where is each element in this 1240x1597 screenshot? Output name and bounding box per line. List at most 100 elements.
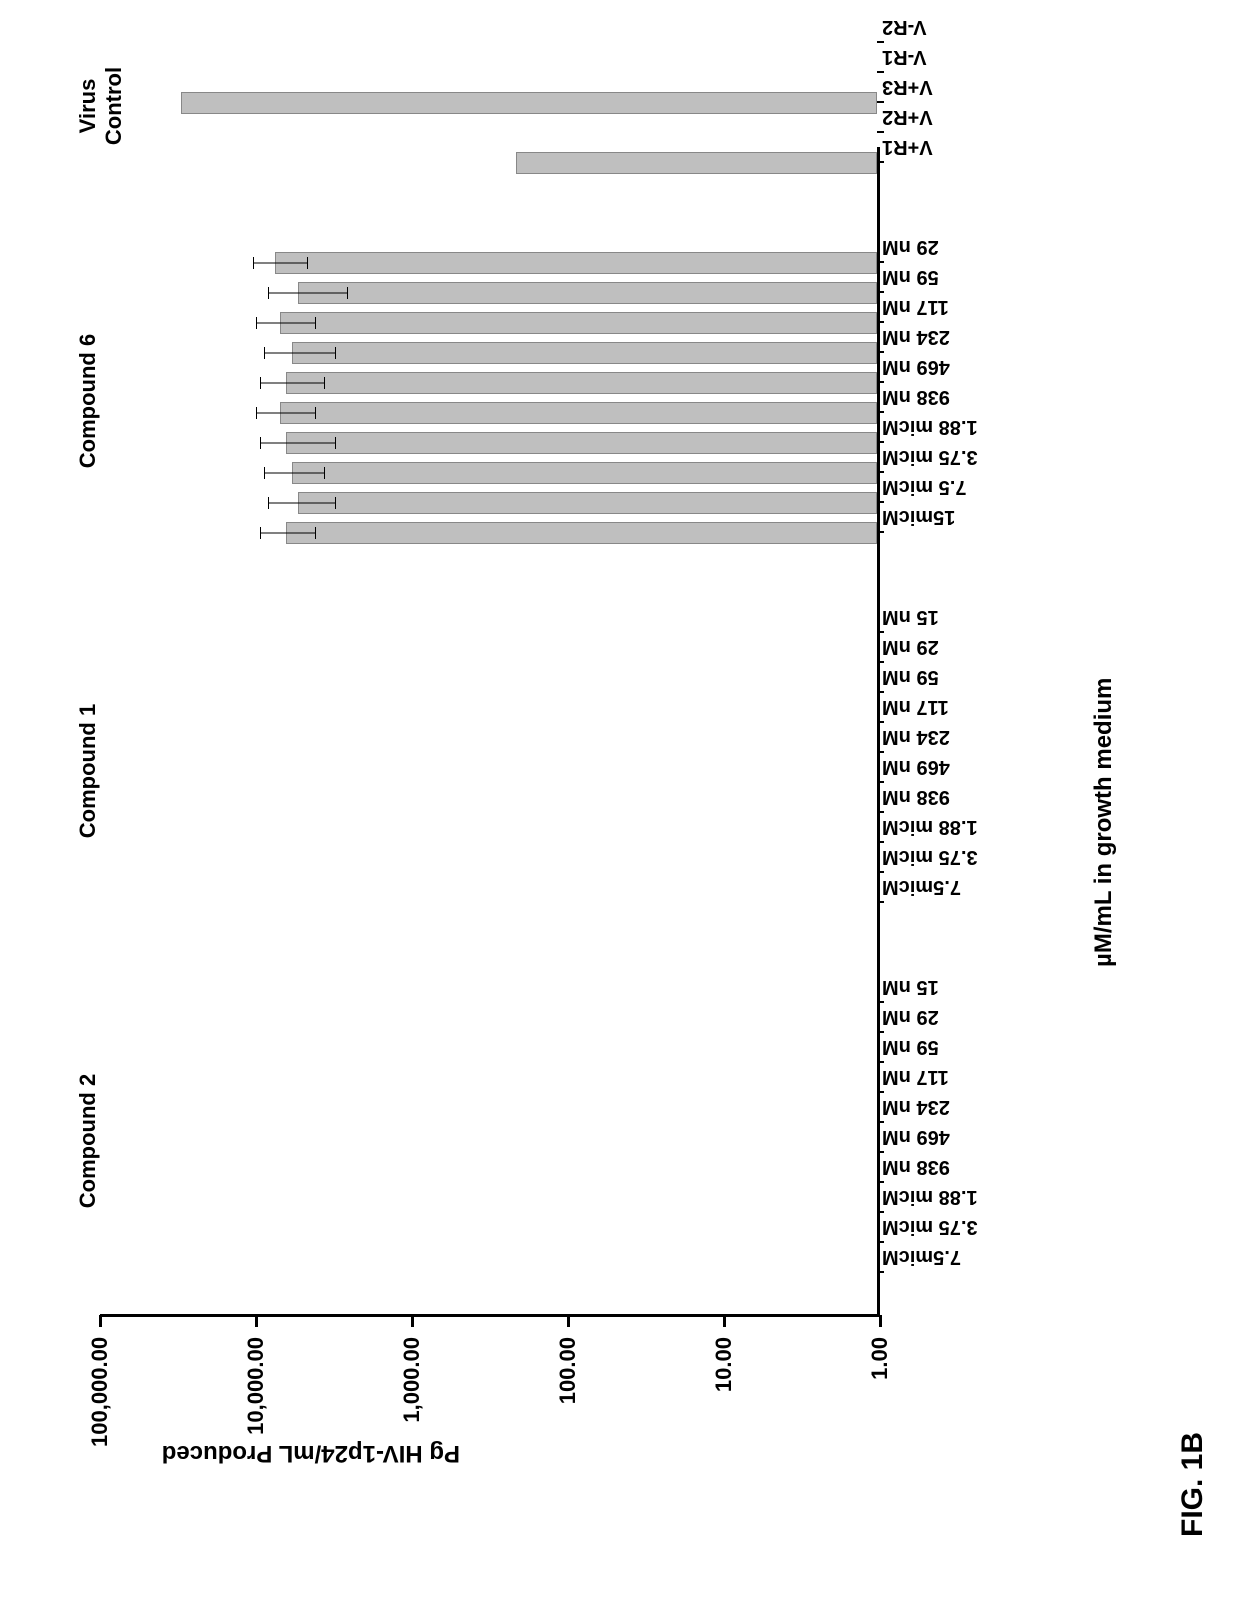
- bar-fill: [516, 152, 877, 174]
- bar: [97, 862, 877, 884]
- bar-fill: [280, 402, 877, 424]
- error-bar: [264, 353, 335, 354]
- y-tick: [99, 1315, 102, 1327]
- x-tick-label: 117 nM: [882, 695, 949, 718]
- error-bar: [260, 383, 324, 384]
- error-cap: [307, 257, 308, 269]
- bar: [97, 1112, 877, 1134]
- bar: [97, 802, 877, 824]
- x-tick-label: 59 nM: [882, 665, 939, 688]
- error-cap: [253, 257, 254, 269]
- group-label: Compound 2: [75, 1074, 101, 1208]
- x-tick: [877, 41, 884, 43]
- bar: [97, 432, 877, 454]
- x-tick: [877, 531, 884, 533]
- error-bar: [260, 533, 315, 534]
- x-tick-label: 15 nM: [882, 975, 939, 998]
- y-tick-label: 100.00: [555, 1337, 581, 1447]
- x-tick: [877, 751, 884, 753]
- bar: [97, 742, 877, 764]
- x-tick-label: 117 nM: [882, 1065, 949, 1088]
- error-cap: [260, 527, 261, 539]
- bar: [97, 1172, 877, 1194]
- group-label: Compound 6: [75, 334, 101, 468]
- error-cap: [260, 377, 261, 389]
- x-tick-label: 469 nM: [882, 1125, 950, 1148]
- y-tick: [879, 1315, 882, 1327]
- x-tick-label: 469 nM: [882, 355, 950, 378]
- bar-fill: [292, 342, 877, 364]
- x-tick: [877, 1121, 884, 1123]
- bar: [97, 1022, 877, 1044]
- x-tick-label: 29 nM: [882, 1005, 939, 1028]
- x-tick: [877, 411, 884, 413]
- x-tick: [877, 501, 884, 503]
- x-tick: [877, 131, 884, 133]
- y-tick: [723, 1315, 726, 1327]
- bar: [97, 1232, 877, 1254]
- x-tick: [877, 871, 884, 873]
- group-label: Compound 1: [75, 704, 101, 838]
- error-cap: [256, 407, 257, 419]
- x-tick: [877, 661, 884, 663]
- error-bar: [260, 443, 334, 444]
- x-tick: [877, 291, 884, 293]
- x-tick: [877, 1271, 884, 1273]
- x-tick-label: 938 nM: [882, 1155, 950, 1178]
- group-label: Virus Control: [75, 67, 127, 145]
- x-tick: [877, 381, 884, 383]
- bar: [97, 92, 877, 114]
- x-tick-label: 7.5 micM: [882, 475, 966, 498]
- x-tick-label: 15 nM: [882, 605, 939, 628]
- x-tick-label: 3.75 micM: [882, 845, 978, 868]
- y-tick-label: 100,000.00: [87, 1337, 113, 1447]
- error-bar: [268, 503, 334, 504]
- y-tick: [567, 1315, 570, 1327]
- error-cap: [324, 467, 325, 479]
- error-cap: [256, 317, 257, 329]
- bar-fill: [298, 492, 877, 514]
- y-tick-label: 1.00: [867, 1337, 893, 1447]
- x-tick-label: 3.75 micM: [882, 1215, 978, 1238]
- bar-fill: [286, 372, 877, 394]
- bar-fill: [280, 312, 877, 334]
- x-tick: [877, 1151, 884, 1153]
- page-root: FIG. 1B Pg HIV-1p24/mL Produced µM/mL in…: [0, 0, 1240, 1597]
- x-tick-label: V-R2: [882, 15, 926, 38]
- x-tick: [877, 261, 884, 263]
- bar: [97, 402, 877, 424]
- x-tick-label: 7.5micM: [882, 875, 961, 898]
- x-tick-label: 59 nM: [882, 1035, 939, 1058]
- bar: [97, 62, 877, 84]
- bar: [97, 1262, 877, 1284]
- y-tick-label: 10,000.00: [243, 1337, 269, 1447]
- x-tick-label: 469 nM: [882, 755, 950, 778]
- x-tick-label: 59 nM: [882, 265, 939, 288]
- bar-fill: [275, 252, 877, 274]
- error-bar: [256, 413, 315, 414]
- x-tick: [877, 101, 884, 103]
- x-tick-label: 938 nM: [882, 785, 950, 808]
- error-cap: [268, 497, 269, 509]
- x-tick-label: 7.5micM: [882, 1245, 961, 1268]
- error-cap: [335, 437, 336, 449]
- x-tick-label: 938 nM: [882, 385, 950, 408]
- x-tick-label: V+R2: [882, 105, 933, 128]
- x-tick: [877, 1061, 884, 1063]
- y-tick-label: 10.00: [711, 1337, 737, 1447]
- chart-area: Pg HIV-1p24/mL Produced µM/mL in growth …: [80, 107, 1010, 1437]
- bar: [97, 282, 877, 304]
- bar: [97, 342, 877, 364]
- error-cap: [324, 377, 325, 389]
- bar-fill: [286, 432, 877, 454]
- bar: [97, 122, 877, 144]
- bar: [97, 462, 877, 484]
- bar: [97, 622, 877, 644]
- x-tick: [877, 471, 884, 473]
- x-tick-label: 234 nM: [882, 725, 950, 748]
- bar: [97, 1142, 877, 1164]
- x-tick: [877, 1241, 884, 1243]
- x-tick-label: 1.88 micM: [882, 1185, 978, 1208]
- x-tick-label: V-R1: [882, 45, 926, 68]
- bar: [97, 682, 877, 704]
